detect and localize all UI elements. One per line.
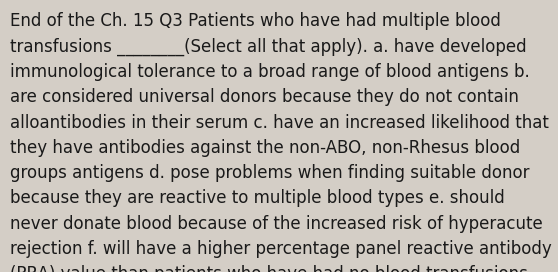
Text: End of the Ch. 15 Q3 Patients who have had multiple blood
transfusions ________(: End of the Ch. 15 Q3 Patients who have h… xyxy=(10,12,552,272)
